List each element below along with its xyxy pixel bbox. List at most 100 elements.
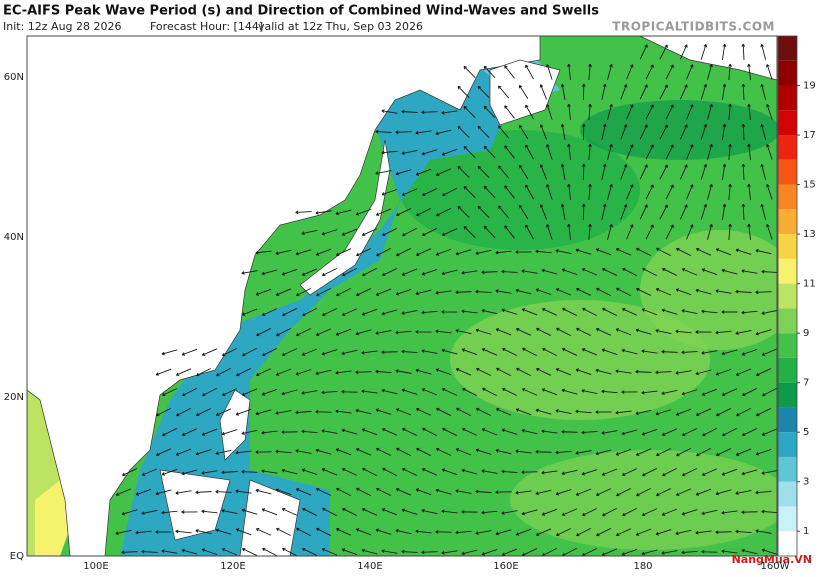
arrow bbox=[141, 509, 158, 515]
arrow bbox=[761, 269, 777, 274]
arrow bbox=[515, 490, 532, 495]
arrow bbox=[361, 308, 378, 316]
arrow bbox=[181, 548, 198, 555]
colorbar-segment bbox=[778, 258, 797, 284]
arrow bbox=[342, 267, 357, 277]
colorbar-segment bbox=[778, 456, 797, 482]
arrow bbox=[435, 129, 452, 136]
arrow bbox=[665, 184, 674, 200]
arrow bbox=[655, 529, 672, 536]
arrow bbox=[498, 125, 510, 139]
arrow bbox=[659, 84, 668, 100]
arrow bbox=[741, 123, 746, 141]
arrow bbox=[221, 509, 238, 515]
arrow bbox=[615, 248, 632, 256]
arrow bbox=[602, 307, 617, 316]
arrow bbox=[581, 83, 586, 101]
valid-time: valid at 12z Thu, Sep 03 2026 bbox=[258, 20, 423, 33]
arrow bbox=[195, 490, 212, 495]
arrow bbox=[381, 309, 398, 316]
arrow bbox=[715, 368, 732, 376]
arrow bbox=[315, 487, 332, 496]
arrow bbox=[401, 549, 418, 554]
arrow bbox=[255, 409, 272, 416]
arrow bbox=[595, 328, 612, 336]
arrow bbox=[626, 224, 634, 240]
arrow bbox=[715, 248, 732, 256]
arrow bbox=[555, 249, 572, 255]
arrow bbox=[341, 548, 358, 556]
arrow bbox=[665, 144, 674, 160]
arrow bbox=[441, 110, 458, 115]
arrow bbox=[481, 549, 498, 556]
colorbar-label: 7 bbox=[803, 378, 809, 389]
arrow bbox=[375, 208, 392, 216]
arrow bbox=[541, 388, 558, 396]
colorbar-segment bbox=[778, 60, 797, 86]
arrow bbox=[281, 508, 298, 516]
arrow bbox=[555, 288, 572, 296]
arrow bbox=[321, 349, 338, 356]
arrow bbox=[498, 205, 510, 219]
arrow bbox=[728, 63, 732, 81]
arrow bbox=[561, 429, 578, 434]
arrow bbox=[695, 288, 712, 295]
arrow bbox=[255, 368, 272, 377]
arrow bbox=[518, 204, 529, 220]
arrow bbox=[760, 83, 767, 100]
arrow bbox=[481, 469, 498, 474]
arrow bbox=[760, 43, 767, 60]
arrow bbox=[401, 188, 418, 196]
arrow bbox=[741, 348, 758, 356]
arrow bbox=[728, 223, 732, 241]
arrow bbox=[665, 224, 674, 240]
arrow bbox=[728, 143, 732, 161]
arrow bbox=[741, 43, 746, 61]
arrow bbox=[620, 204, 628, 220]
arrow bbox=[701, 550, 718, 554]
arrow bbox=[196, 408, 211, 417]
arrow bbox=[175, 490, 192, 495]
arrow bbox=[686, 184, 694, 200]
arrow bbox=[381, 188, 398, 196]
arrow bbox=[455, 329, 472, 335]
arrow bbox=[701, 309, 718, 314]
arrow bbox=[682, 468, 697, 477]
arrow bbox=[221, 548, 238, 556]
arrow bbox=[375, 369, 392, 374]
arrow bbox=[361, 428, 378, 436]
colorbar-label: 9 bbox=[803, 328, 809, 339]
arrow bbox=[681, 350, 698, 355]
arrow bbox=[201, 509, 218, 514]
arrow bbox=[181, 510, 198, 514]
arrow bbox=[567, 143, 571, 160]
arrow bbox=[607, 223, 613, 240]
arrow bbox=[341, 349, 358, 356]
arrow bbox=[766, 184, 773, 200]
arrow bbox=[342, 507, 357, 516]
colorbar-label: 11 bbox=[803, 279, 816, 290]
arrow bbox=[457, 125, 470, 139]
arrow bbox=[675, 408, 692, 416]
arrow bbox=[700, 44, 708, 60]
colorbar-segment bbox=[778, 110, 797, 136]
arrow bbox=[761, 310, 777, 315]
arrow bbox=[504, 185, 515, 199]
arrow bbox=[496, 367, 511, 377]
arrow bbox=[707, 183, 713, 200]
arrow bbox=[661, 349, 678, 354]
arrow bbox=[616, 287, 631, 297]
arrow bbox=[322, 308, 337, 317]
arrow bbox=[620, 164, 628, 180]
arrow bbox=[321, 548, 338, 556]
arrow bbox=[483, 105, 496, 119]
arrow bbox=[615, 528, 632, 537]
arrow bbox=[395, 330, 412, 335]
arrow bbox=[707, 63, 713, 80]
arrow bbox=[422, 188, 438, 197]
arrow bbox=[642, 267, 657, 277]
arrow bbox=[241, 508, 258, 515]
arrow bbox=[421, 149, 438, 156]
arrow bbox=[275, 368, 292, 376]
arrow bbox=[362, 267, 377, 277]
